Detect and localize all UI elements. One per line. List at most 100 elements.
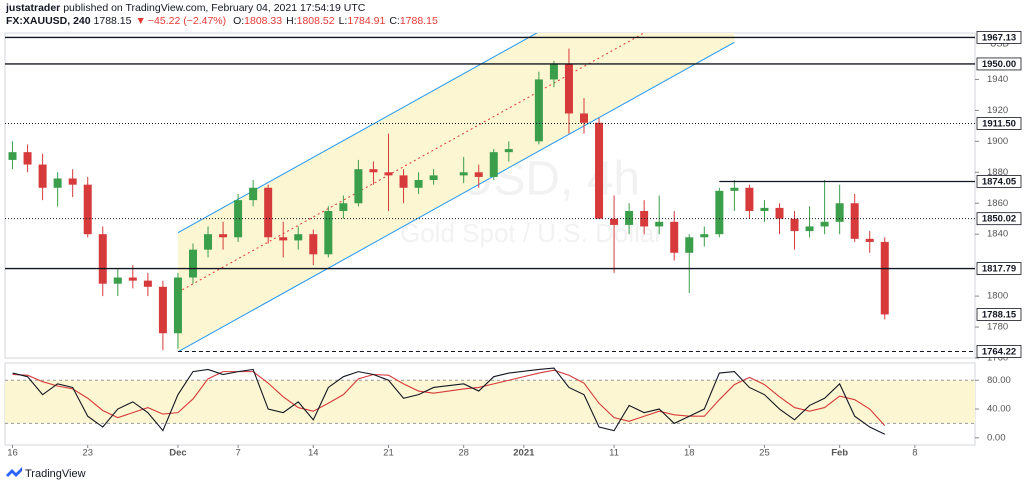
candle-body	[249, 187, 258, 201]
candle-body	[399, 175, 408, 188]
candle-body	[324, 210, 333, 255]
x-tick-label: Feb	[831, 448, 848, 459]
watermark-sub: Gold Spot / U.S. Dollar	[400, 218, 663, 248]
candle-body	[68, 178, 77, 185]
candle-body	[83, 184, 92, 235]
y-tick-label: 1940	[987, 74, 1008, 85]
x-tick-label: 28	[458, 448, 469, 459]
change: −45.22 (−2.47%)	[147, 15, 227, 27]
candle-body	[655, 221, 664, 227]
candle-body	[880, 241, 889, 315]
candle-body	[279, 237, 288, 241]
candle-body	[805, 226, 814, 232]
y-tick-label: 1760	[987, 353, 1008, 364]
ohlc-key: H:	[286, 15, 297, 27]
level-label: 1950.00	[982, 59, 1016, 70]
header: justatrader published on TradingView.com…	[6, 2, 446, 28]
x-tick-label: 7	[235, 448, 240, 459]
ohlc-value: 1808.52	[296, 15, 335, 27]
channel-fill	[177, 33, 735, 352]
ohlc-value: 1788.15	[399, 15, 438, 27]
level-label: 1967.13	[982, 32, 1016, 43]
level-label: 1874.05	[982, 177, 1017, 188]
candle-body	[8, 152, 17, 160]
candle-body	[309, 234, 318, 255]
x-tick-label: 18	[684, 448, 695, 459]
author: justatrader	[6, 2, 61, 14]
candle-body	[234, 200, 243, 238]
candle-body	[489, 152, 498, 177]
candle-body	[820, 221, 829, 227]
x-tick-label: 16	[7, 448, 18, 459]
level-label-box	[976, 262, 1022, 275]
y-tick-label: 1800	[987, 291, 1008, 302]
ohlc: O:1808.33 H:1808.52 L:1784.91 C:1788.15	[233, 15, 442, 27]
candle-body	[188, 249, 197, 278]
level-label-box	[976, 31, 1022, 44]
stoch-band	[5, 380, 975, 424]
down-arrow: ▼	[135, 15, 146, 27]
stoch-line	[12, 369, 886, 426]
candle-body	[23, 152, 32, 165]
last-price-box	[976, 308, 1022, 321]
level-label-box	[976, 57, 1022, 71]
brand: TradingView	[25, 468, 86, 480]
level-label: 1850.02	[982, 214, 1016, 225]
y-tick-label: 1900	[987, 136, 1008, 147]
candle-body	[730, 187, 739, 191]
x-tick-label: 14	[308, 448, 319, 459]
published: published on TradingView.com, February 0…	[63, 2, 366, 14]
candle-body	[354, 169, 363, 204]
candle-body	[264, 187, 273, 238]
candle-body	[339, 203, 348, 211]
candle-body	[670, 221, 679, 253]
candle-body	[204, 234, 213, 250]
logo	[6, 467, 22, 477]
y-tick-label: 1860	[987, 198, 1008, 209]
x-tick-label: Dec	[169, 448, 186, 459]
level-label: 1764.22	[982, 346, 1016, 357]
candle-body	[700, 234, 709, 238]
candle-body	[775, 207, 784, 219]
candle-body	[504, 149, 513, 153]
candle-body	[53, 178, 62, 188]
y-tick-label: 0.00	[987, 432, 1006, 443]
level-label-box	[976, 345, 1022, 358]
candle-body	[113, 277, 122, 284]
candle-body	[294, 234, 303, 241]
ohlc-key: C:	[389, 15, 400, 27]
plot-area	[8, 33, 889, 353]
candle-body	[790, 218, 799, 232]
level-label-box	[976, 212, 1022, 226]
channel-upper	[177, 33, 538, 234]
y-tick-label: 80.00	[987, 375, 1011, 386]
x-tick-label: 2021	[513, 448, 535, 459]
y-tick-label: 1880	[987, 167, 1008, 178]
ohlc-value: 1784.91	[347, 15, 386, 27]
candle-body	[579, 113, 588, 123]
y-tick-label: 1840	[987, 229, 1008, 240]
candle-body	[850, 203, 859, 239]
candle-body	[128, 277, 137, 281]
x-tick-label: 21	[383, 448, 394, 459]
candle-body	[865, 238, 874, 242]
candle-body	[143, 280, 152, 287]
candle-body	[173, 277, 182, 334]
candle-body	[429, 175, 438, 181]
candle-body	[685, 237, 694, 253]
candle-body	[549, 63, 558, 80]
candle-body	[474, 172, 483, 177]
x-tick-label: 8	[912, 448, 917, 459]
level-label: 1911.50	[982, 119, 1016, 130]
ohlc-key: O:	[233, 15, 245, 27]
y-tick-label: 40.00	[987, 404, 1011, 415]
channel-lower	[177, 41, 735, 353]
candle-body	[534, 79, 543, 142]
candle-body	[414, 180, 423, 188]
ohlc-key: L:	[338, 15, 348, 27]
candle-body	[595, 122, 604, 219]
candle-body	[98, 234, 107, 284]
candle-body	[760, 207, 769, 211]
